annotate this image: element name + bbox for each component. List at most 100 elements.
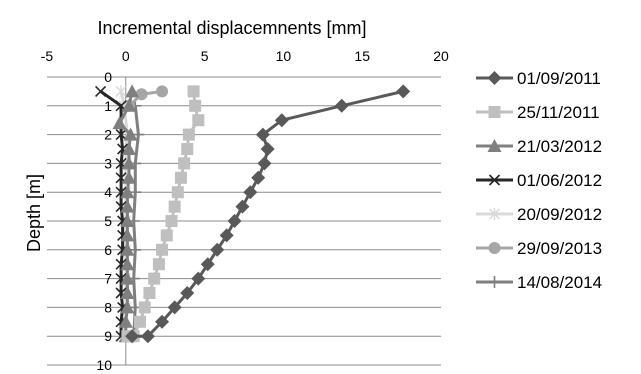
series-29/09/2013 bbox=[122, 85, 169, 112]
data-point bbox=[155, 314, 170, 329]
data-point bbox=[174, 171, 187, 184]
data-point bbox=[95, 85, 107, 97]
data-point bbox=[255, 127, 270, 142]
data-point bbox=[396, 84, 411, 99]
legend-label: 01/06/2012 bbox=[517, 171, 602, 190]
legend-label: 14/08/2014 bbox=[517, 273, 602, 292]
y-tick-label: 1 bbox=[104, 98, 112, 114]
data-point bbox=[121, 142, 136, 155]
data-point bbox=[191, 271, 206, 286]
data-point bbox=[210, 242, 225, 257]
data-point bbox=[133, 315, 146, 328]
data-point bbox=[121, 170, 136, 184]
legend-marker bbox=[488, 174, 501, 186]
data-point bbox=[121, 156, 136, 170]
y-tick-label: 6 bbox=[104, 242, 112, 258]
data-point bbox=[120, 286, 135, 299]
legend-item: 01/06/2012 bbox=[476, 171, 602, 190]
legend-marker bbox=[487, 71, 502, 85]
legend-item: 14/08/2014 bbox=[476, 273, 602, 292]
legend-item: 01/09/2011 bbox=[476, 69, 601, 88]
legend-label: 01/09/2011 bbox=[517, 69, 601, 88]
data-point bbox=[129, 186, 142, 199]
y-tick-label: 4 bbox=[104, 184, 112, 200]
x-tick-label: 15 bbox=[354, 48, 370, 64]
legend-item: 21/03/2012 bbox=[476, 137, 602, 156]
series-01/09/2011 bbox=[125, 84, 411, 344]
data-point bbox=[120, 228, 135, 242]
data-point bbox=[180, 286, 195, 300]
chart-series bbox=[95, 84, 411, 344]
data-point bbox=[121, 98, 136, 112]
data-point bbox=[235, 199, 250, 214]
legend-marker bbox=[488, 106, 501, 118]
y-axis-title: Depth [m] bbox=[24, 174, 44, 252]
y-tick-label: 7 bbox=[104, 271, 112, 287]
data-point bbox=[334, 98, 349, 113]
y-tick-label: 2 bbox=[104, 127, 112, 143]
data-point bbox=[227, 214, 242, 228]
legend-marker bbox=[488, 276, 501, 288]
data-point bbox=[243, 185, 258, 200]
data-point bbox=[152, 258, 165, 271]
data-point bbox=[112, 116, 127, 130]
data-point bbox=[115, 85, 127, 98]
x-tick-label: 5 bbox=[201, 48, 209, 64]
data-point bbox=[187, 85, 200, 98]
data-point bbox=[143, 287, 156, 299]
data-point bbox=[182, 128, 195, 141]
x-tick-label: 0 bbox=[122, 48, 130, 64]
data-point bbox=[167, 300, 182, 315]
data-point bbox=[132, 128, 145, 141]
data-point bbox=[118, 314, 133, 328]
legend-marker bbox=[488, 242, 501, 254]
data-point bbox=[171, 186, 184, 199]
legend-label: 20/09/2012 bbox=[517, 205, 602, 224]
x-tick-label: 10 bbox=[276, 48, 292, 64]
y-tick-label: 8 bbox=[104, 299, 112, 315]
y-tick-label: 10 bbox=[96, 357, 112, 373]
data-point bbox=[168, 200, 181, 213]
data-point bbox=[189, 99, 202, 112]
data-point bbox=[181, 143, 194, 155]
data-point bbox=[120, 300, 135, 314]
data-point bbox=[160, 229, 173, 242]
data-point bbox=[200, 257, 215, 272]
series-14/08/2014 bbox=[127, 99, 145, 343]
data-point bbox=[148, 272, 161, 285]
x-tick-label: -5 bbox=[41, 48, 54, 64]
legend-label: 21/03/2012 bbox=[517, 137, 602, 156]
data-point bbox=[120, 257, 135, 271]
legend-label: 25/11/2011 bbox=[517, 103, 600, 122]
data-point bbox=[140, 329, 155, 344]
data-point bbox=[120, 242, 135, 256]
legend-item: 29/09/2013 bbox=[476, 239, 602, 258]
data-point bbox=[274, 113, 289, 128]
x-tick-label: 20 bbox=[433, 48, 449, 64]
data-point bbox=[192, 114, 205, 127]
data-point bbox=[219, 228, 234, 243]
data-point bbox=[120, 185, 135, 199]
data-point bbox=[260, 142, 275, 156]
data-point bbox=[115, 129, 127, 141]
y-tick-label: 9 bbox=[104, 328, 112, 344]
data-point bbox=[120, 271, 135, 285]
data-point bbox=[138, 301, 151, 314]
data-point bbox=[125, 329, 140, 344]
data-point bbox=[120, 214, 135, 227]
y-tick-label: 3 bbox=[104, 155, 112, 171]
data-point bbox=[156, 243, 169, 256]
data-point bbox=[251, 170, 266, 185]
y-tick-label: 0 bbox=[104, 69, 112, 85]
y-tick-label: 5 bbox=[104, 213, 112, 229]
data-point bbox=[120, 199, 135, 213]
legend-marker bbox=[487, 139, 502, 152]
series-25/11/2011 bbox=[121, 85, 205, 343]
data-point bbox=[178, 157, 191, 170]
legend-marker bbox=[489, 208, 500, 220]
x-axis-title: Incremental displacemnents [mm] bbox=[97, 18, 366, 38]
data-point bbox=[165, 215, 178, 227]
data-point bbox=[123, 127, 138, 141]
legend-item: 25/11/2011 bbox=[476, 103, 600, 122]
